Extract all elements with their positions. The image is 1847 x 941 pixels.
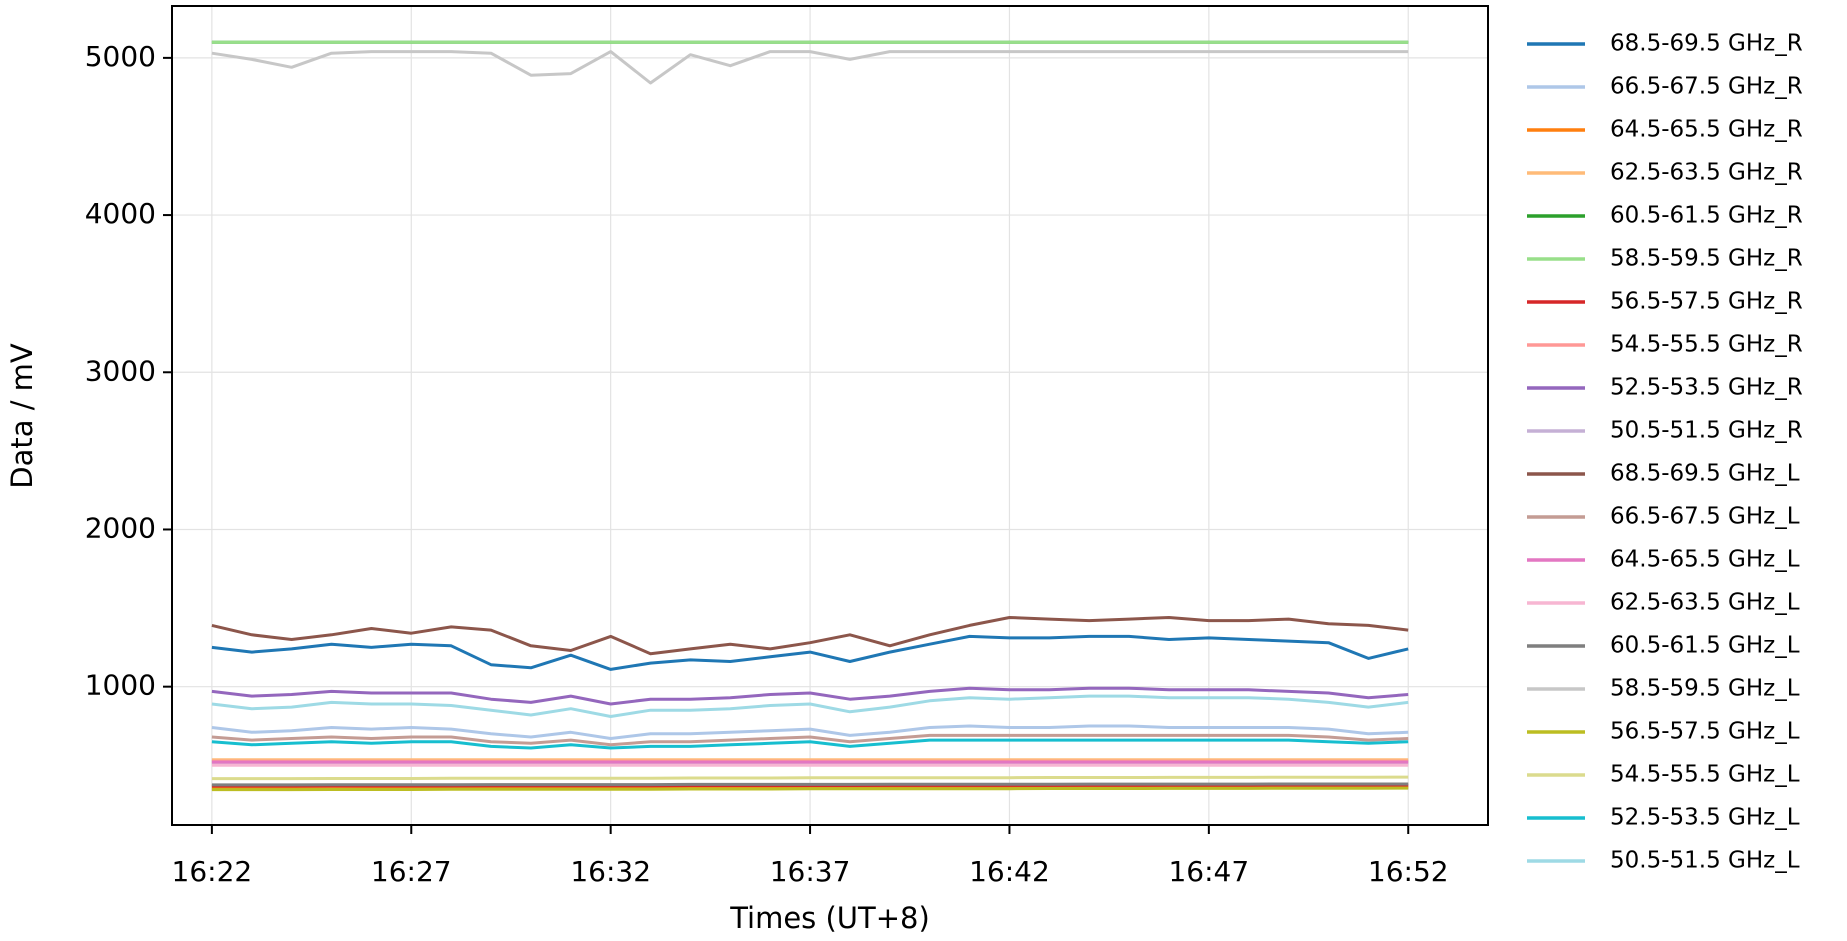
series-line	[211, 686, 1409, 706]
series-line	[211, 786, 1409, 792]
y-tick-label: 4000	[85, 197, 156, 230]
series-line	[211, 634, 1409, 671]
legend-label: 50.5-51.5 GHz_R	[1610, 418, 1803, 444]
legend-label: 56.5-57.5 GHz_R	[1610, 289, 1803, 315]
legend-label: 66.5-67.5 GHz_R	[1610, 74, 1803, 100]
x-tick-label: 16:52	[1368, 855, 1449, 888]
y-tick-label: 3000	[85, 354, 156, 387]
legend-label: 62.5-63.5 GHz_R	[1610, 160, 1803, 186]
axes: 1000 2000 3000 4000 5000 16:22 16:27 16:32 16:37…	[85, 40, 1449, 888]
series-line	[211, 775, 1409, 781]
y-tick-label: 5000	[85, 40, 156, 73]
series-line	[211, 724, 1409, 740]
legend-label: 56.5-57.5 GHz_L	[1610, 719, 1800, 745]
legend-label: 62.5-63.5 GHz_L	[1610, 590, 1800, 616]
y-tick-label: 2000	[85, 511, 156, 544]
x-tick-label: 16:42	[969, 855, 1050, 888]
legend-label: 68.5-69.5 GHz_L	[1610, 461, 1800, 487]
legend-label: 60.5-61.5 GHz_L	[1610, 633, 1800, 659]
legend-label: 58.5-59.5 GHz_R	[1610, 246, 1803, 272]
series-line	[211, 50, 1409, 85]
series-line	[211, 733, 1409, 747]
legend-label: 60.5-61.5 GHz_R	[1610, 203, 1803, 229]
y-axis-label: Data / mV	[5, 343, 39, 489]
legend-label: 66.5-67.5 GHz_L	[1610, 504, 1800, 530]
legend-label: 58.5-59.5 GHz_L	[1610, 676, 1800, 702]
x-tick-label: 16:22	[172, 855, 253, 888]
series-line	[211, 782, 1409, 787]
legend-label: 52.5-53.5 GHz_L	[1610, 805, 1800, 831]
legend-label: 54.5-55.5 GHz_R	[1610, 332, 1803, 358]
series-line	[211, 694, 1409, 718]
grid	[172, 6, 1488, 825]
series-line	[211, 738, 1409, 750]
legend: 68.5-69.5 GHz_R 66.5-67.5 GHz_R 64.5-65.5 …	[1527, 31, 1803, 874]
legend-label: 52.5-53.5 GHz_R	[1610, 375, 1803, 401]
x-axis-label: Times (UT+8)	[729, 901, 930, 935]
legend-label: 54.5-55.5 GHz_L	[1610, 762, 1800, 788]
legend-label: 50.5-51.5 GHz_L	[1610, 848, 1800, 874]
plot-frame	[171, 5, 1489, 826]
series-line	[211, 616, 1409, 656]
legend-label: 64.5-65.5 GHz_L	[1610, 547, 1800, 573]
plot-lines	[211, 40, 1409, 792]
legend-label: 64.5-65.5 GHz_R	[1610, 117, 1803, 143]
x-tick-label: 16:37	[770, 855, 851, 888]
legend-label: 68.5-69.5 GHz_R	[1610, 31, 1803, 57]
x-tick-label: 16:27	[371, 855, 452, 888]
x-tick-label: 16:32	[570, 855, 651, 888]
x-tick-label: 16:47	[1168, 855, 1249, 888]
y-tick-label: 1000	[85, 669, 156, 702]
